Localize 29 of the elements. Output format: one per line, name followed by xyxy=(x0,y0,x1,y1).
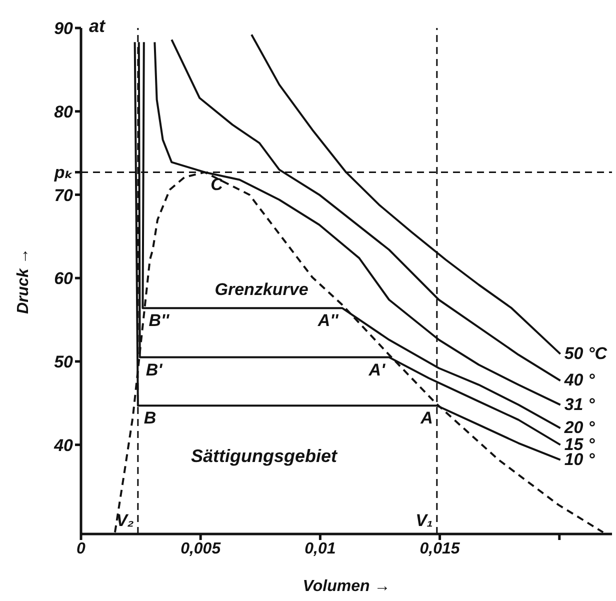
x-tick-label: 0,01 xyxy=(304,540,336,558)
y-axis-title: Druck → xyxy=(15,248,32,314)
annotation: at xyxy=(89,16,106,36)
x-tick-label: 0,005 xyxy=(180,540,222,558)
annotation: B xyxy=(144,408,156,428)
ref-line-label: V₂ xyxy=(116,511,134,530)
series-label: 40 ° xyxy=(563,370,595,390)
annotation: Sättigungsgebiet xyxy=(191,446,338,466)
annotation: B'' xyxy=(148,311,170,330)
annotation: A'' xyxy=(316,311,340,330)
x-tick-label: 0,015 xyxy=(420,540,461,558)
annotation: C xyxy=(210,175,224,194)
ref-line-label: V₁ xyxy=(416,511,433,530)
series-label: 20 ° xyxy=(563,418,595,438)
y-tick-label: 90 xyxy=(54,19,74,38)
annotation: A' xyxy=(368,360,386,380)
annotation: B' xyxy=(146,360,164,380)
y-tick-label: 60 xyxy=(54,269,74,288)
x-axis-title: Volumen → xyxy=(302,578,390,595)
y-tick-label: 50 xyxy=(54,352,74,372)
y-tick-label: 40 xyxy=(53,436,74,455)
series-label: 50 °C xyxy=(564,344,608,363)
y-tick-label: 70 xyxy=(54,186,74,205)
x-tick-label: 0 xyxy=(76,540,86,558)
annotation: A xyxy=(420,408,433,428)
series-label: 31 ° xyxy=(564,394,595,414)
y-tick-label: pₖ xyxy=(53,163,73,182)
y-tick-label: 80 xyxy=(54,102,74,122)
annotation: Grenzkurve xyxy=(214,280,308,300)
